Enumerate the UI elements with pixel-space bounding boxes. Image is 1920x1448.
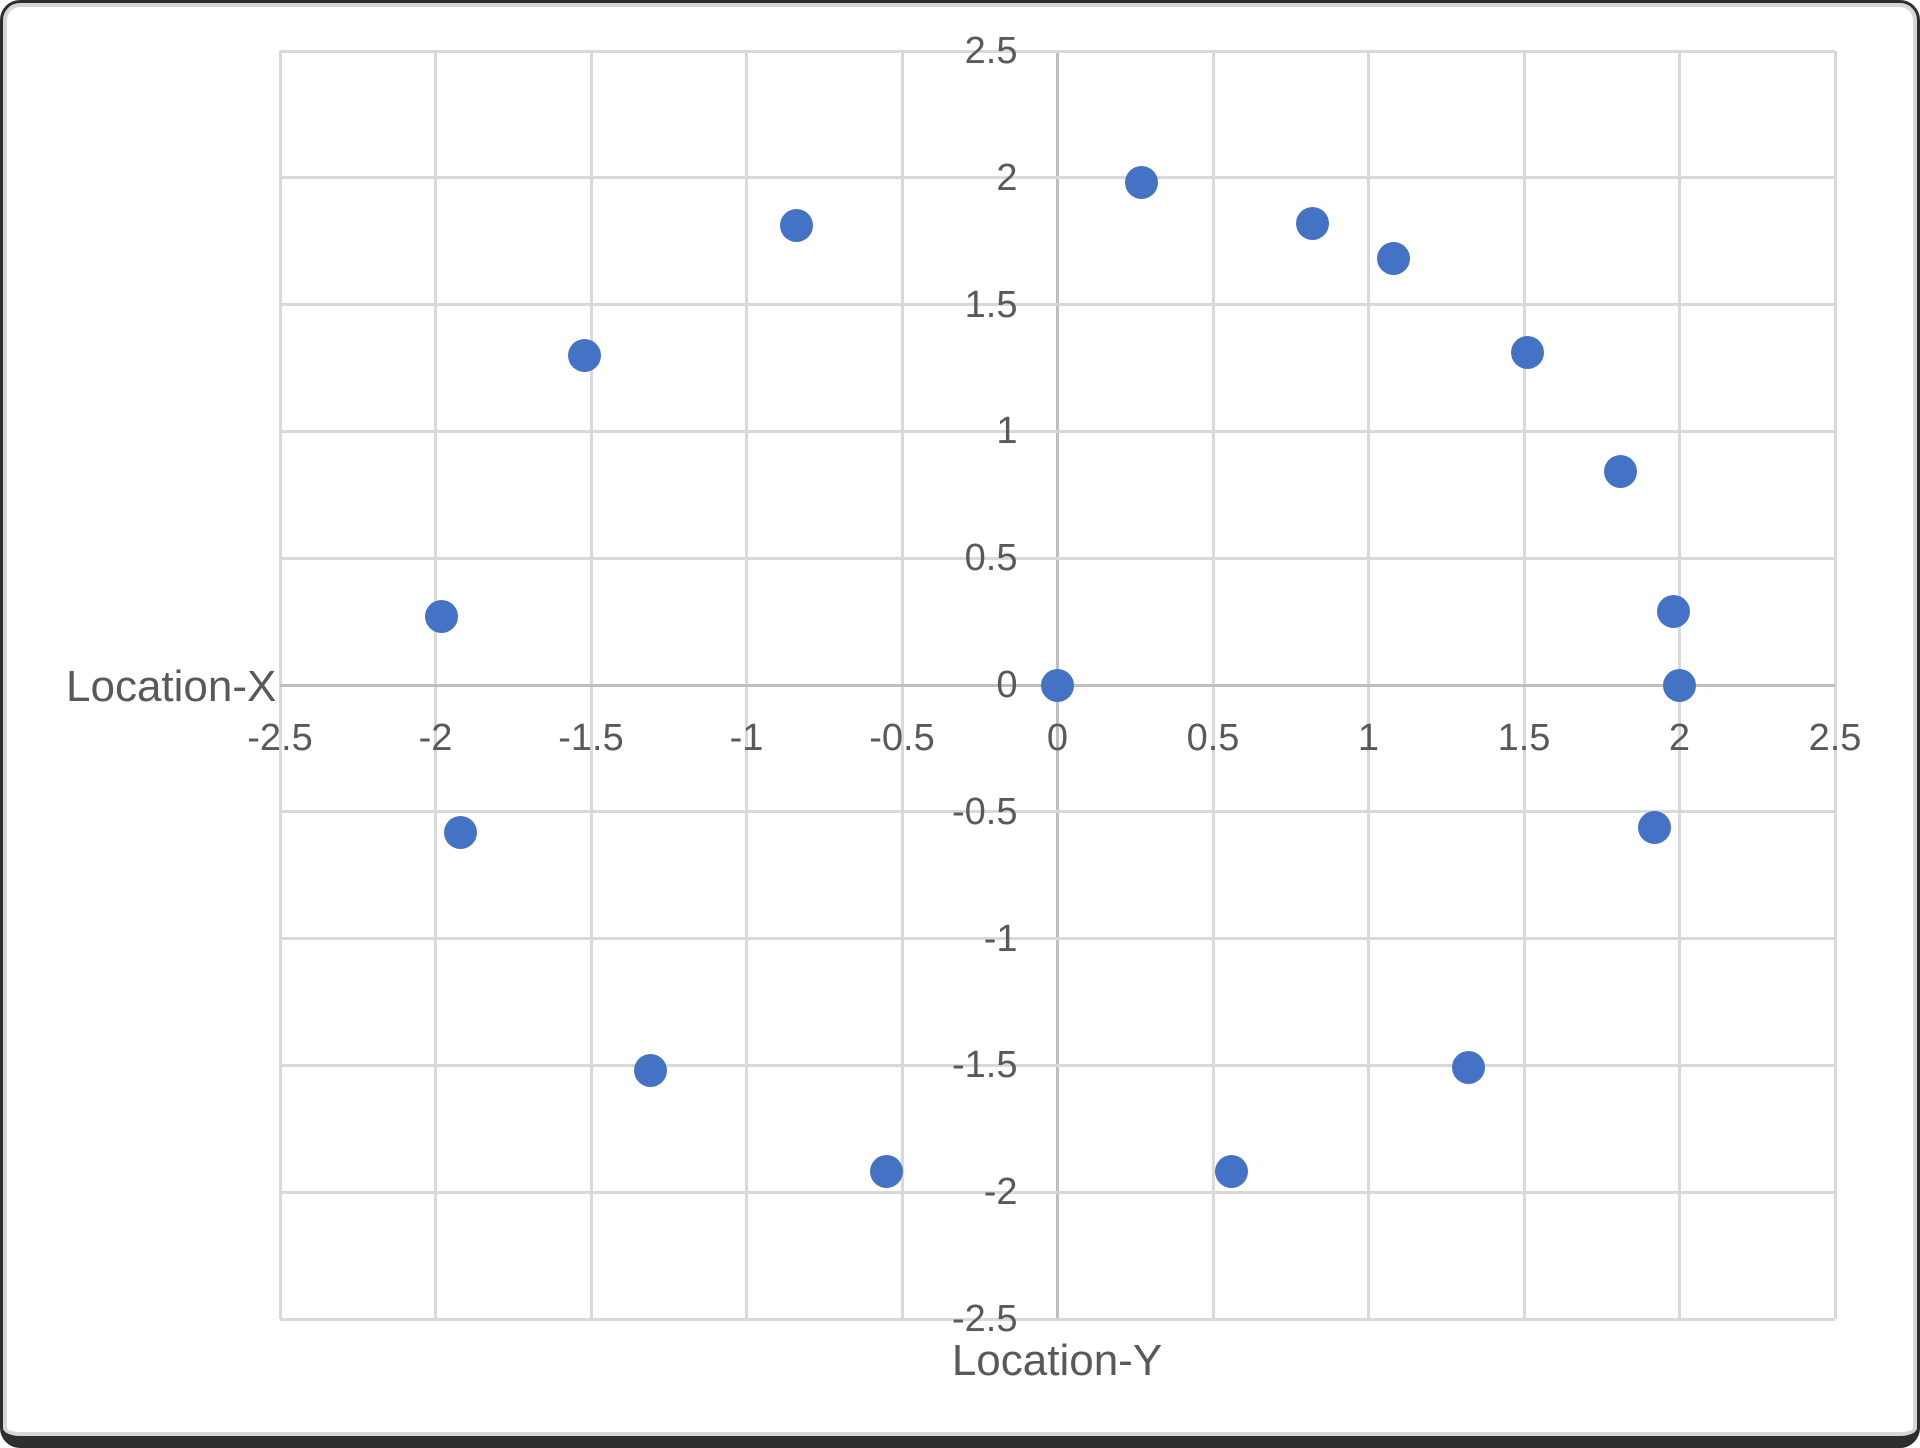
data-point: [633, 1053, 667, 1087]
x-axis-tick-label: -1: [729, 717, 764, 759]
data-point: [869, 1155, 903, 1189]
x-axis-tick-label: -2: [418, 717, 453, 759]
plot-area: [278, 49, 1837, 1321]
horizontal-gridline: [280, 1317, 1835, 1321]
horizontal-axis-title: Location-Y: [951, 1336, 1163, 1385]
data-point: [1656, 594, 1690, 628]
y-axis-tick-label: -2: [983, 1171, 1018, 1214]
y-axis-tick-label: 1: [996, 410, 1018, 453]
data-point: [1124, 166, 1158, 200]
horizontal-gridline: [280, 176, 1835, 180]
y-axis-tick-label: -1.5: [952, 1044, 1018, 1087]
data-point: [568, 338, 602, 372]
x-axis-tick-label: -0.5: [869, 717, 935, 759]
data-point: [425, 600, 459, 634]
x-axis-tick-label: 2.5: [1808, 717, 1862, 759]
x-axis-tick-label: -1.5: [558, 717, 624, 759]
x-axis-tick-label: 2: [1668, 717, 1691, 759]
horizontal-gridline: [280, 303, 1835, 307]
data-point: [1451, 1051, 1485, 1085]
data-point: [1376, 242, 1410, 276]
y-axis-tick-label: -0.5: [952, 790, 1018, 833]
horizontal-gridline: [280, 429, 1835, 433]
data-point: [1510, 336, 1544, 370]
data-point: [1663, 668, 1696, 702]
data-point: [1041, 668, 1074, 702]
data-point: [1296, 206, 1330, 240]
horizontal-gridline: [280, 556, 1835, 560]
x-axis-tick-label: 1: [1357, 717, 1380, 759]
y-axis-tick-label: -2.5: [952, 1298, 1018, 1340]
y-axis-tick-label: -1: [983, 917, 1018, 960]
y-axis-tick-label: 0: [996, 664, 1018, 706]
vertical-gridline: [1833, 51, 1837, 1319]
horizontal-gridline: [280, 1063, 1835, 1067]
horizontal-gridline: [280, 810, 1835, 814]
horizontal-gridline: [280, 937, 1835, 941]
data-point: [1215, 1155, 1249, 1189]
horizontal-gridline: [280, 1190, 1835, 1194]
y-axis-tick-label: 1.5: [964, 283, 1018, 326]
y-axis-tick-label: 2: [996, 156, 1018, 199]
x-axis-tick-label: -2.5: [247, 717, 313, 759]
horizontal-gridline: [280, 49, 1835, 53]
vertical-axis-title: Location-X: [66, 662, 277, 711]
y-axis-tick-label: 2.5: [964, 30, 1018, 72]
x-axis-tick-label: 1.5: [1497, 717, 1551, 759]
data-point: [1603, 455, 1637, 489]
data-point: [779, 209, 813, 243]
data-point: [443, 815, 477, 849]
y-axis-tick-label: 0.5: [964, 537, 1018, 580]
x-axis-tick-label: 0.5: [1186, 717, 1240, 759]
data-point: [1638, 810, 1672, 844]
x-axis-tick-label: 0: [1046, 717, 1069, 759]
